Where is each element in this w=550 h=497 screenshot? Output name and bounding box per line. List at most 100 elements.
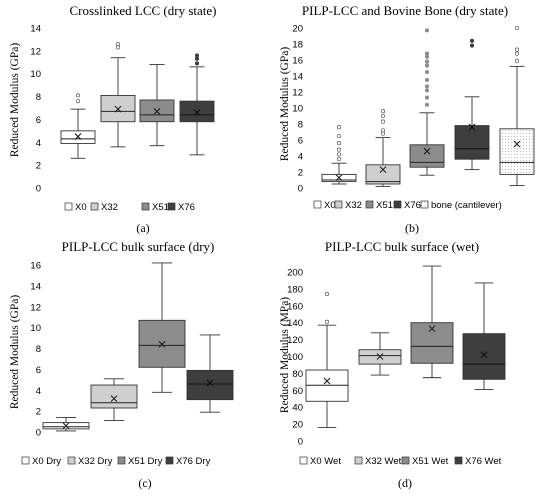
mean-marker [513,140,521,148]
legend-item: X32 Wet [354,456,402,467]
y-tick-label: 60 [292,386,303,397]
y-tick-label: 0 [36,428,41,439]
outlier-point [75,93,81,98]
outlier-point [194,61,200,66]
legend-swatch [64,202,73,211]
outlier-point [194,56,200,61]
outlier-point [514,25,520,31]
mean-marker [206,379,214,387]
box-x32-dry [90,378,138,421]
box-iqr [462,333,506,380]
legend-item: X0 Wet [299,456,341,467]
outlier-point [336,152,342,157]
panel-caption: (a) [136,221,149,235]
outlier-point [514,51,520,56]
y-tick-label: 80 [292,369,303,380]
y-tick-label: 0 [298,184,303,195]
legend-swatch [334,200,343,209]
legend-item: X76 Wet [454,456,502,467]
y-tick-label: 160 [287,301,303,312]
mean-marker [423,147,431,155]
legend-label: X32 [345,200,362,211]
legend-item: X0 Dry [21,456,61,467]
legend-label: X32 Wet [365,456,402,467]
outlier-point [424,88,430,93]
legend-item: X76 Dry [165,456,211,467]
legend-item: X51 [365,200,393,211]
outlier-point [336,157,342,162]
y-tick-label: 12 [30,302,41,313]
legend-swatch [141,202,150,211]
outlier-point [424,59,430,64]
legend-item: X32 [334,200,362,211]
outlier-point [380,128,386,133]
y-tick-label: 6 [298,136,303,147]
chart-panel-d: PILP-LCC bulk surface (wet) Reduced Modu… [279,239,506,490]
mean-marker [153,108,161,115]
mean-marker [480,351,488,359]
legend-label: X51 [152,202,169,213]
y-tick-label: 0 [36,184,41,195]
legend-label: X76 [404,200,421,211]
chart-title: Crosslinked LCC (dry state) [70,3,217,18]
legend-label: X76 Wet [465,456,502,467]
outlier-point [336,141,342,146]
mean-marker [110,395,118,402]
y-tick-label: 10 [30,323,41,334]
outlier-point [75,99,81,104]
legend-swatch [167,202,176,211]
y-tick-label: 0 [298,437,303,448]
outlier-point [194,53,200,58]
legend-label: X76 Dry [176,456,211,467]
y-tick-label: 8 [298,120,303,131]
mean-marker [428,325,436,333]
box-iqr [409,144,445,168]
box-iqr [365,164,401,185]
legend-item: X76 [167,202,195,213]
y-tick-label: 14 [30,281,41,292]
y-axis-label: Reduced Modulus (MPa) [279,297,291,413]
y-axis-label: Reduced Modulus (GPa) [279,47,291,162]
outlier-point [424,102,430,107]
mean-marker [323,377,331,385]
legend-swatch [21,456,30,465]
legend-swatch [117,456,126,465]
legend-label: bone (cantilever) [431,200,502,211]
outlier-point [424,95,430,100]
legend-label: X0 [324,200,336,211]
legend-swatch [393,200,402,209]
legend-label: X0 Dry [32,456,61,467]
legend-swatch [454,456,463,465]
legend-item: X32 Dry [67,456,113,467]
y-axis-label: Reduced Modulus (GPa) [9,295,21,410]
box-iqr [454,125,490,160]
y-tick-label: 40 [292,403,303,414]
legend-swatch [313,200,322,209]
mean-marker [158,340,166,348]
box-iqr [186,369,234,401]
y-tick-label: 2 [36,161,41,172]
box-x32 [100,41,136,148]
legend-label: X32 Dry [78,456,113,467]
y-tick-label: 10 [30,69,41,80]
box-x51-wet [410,265,454,379]
outlier-point [336,133,342,139]
outlier-point [336,147,342,152]
legend-label: X51 Dry [128,456,163,467]
mean-marker [193,109,201,116]
legend-label: X0 [75,202,87,213]
y-tick-label: 20 [292,24,303,35]
mean-marker [74,133,82,140]
box-x32 [365,109,401,187]
legend-swatch [365,200,374,209]
y-tick-label: 18 [292,40,303,51]
panel-caption: (c) [138,476,151,490]
legend-item: X51 [141,202,169,213]
outlier-point [514,58,520,63]
y-tick-label: 10 [292,104,303,115]
legend-item: X0 [64,202,87,213]
mean-marker [379,166,387,173]
legend-item: X51 Dry [117,456,163,467]
outlier-point [424,63,430,68]
